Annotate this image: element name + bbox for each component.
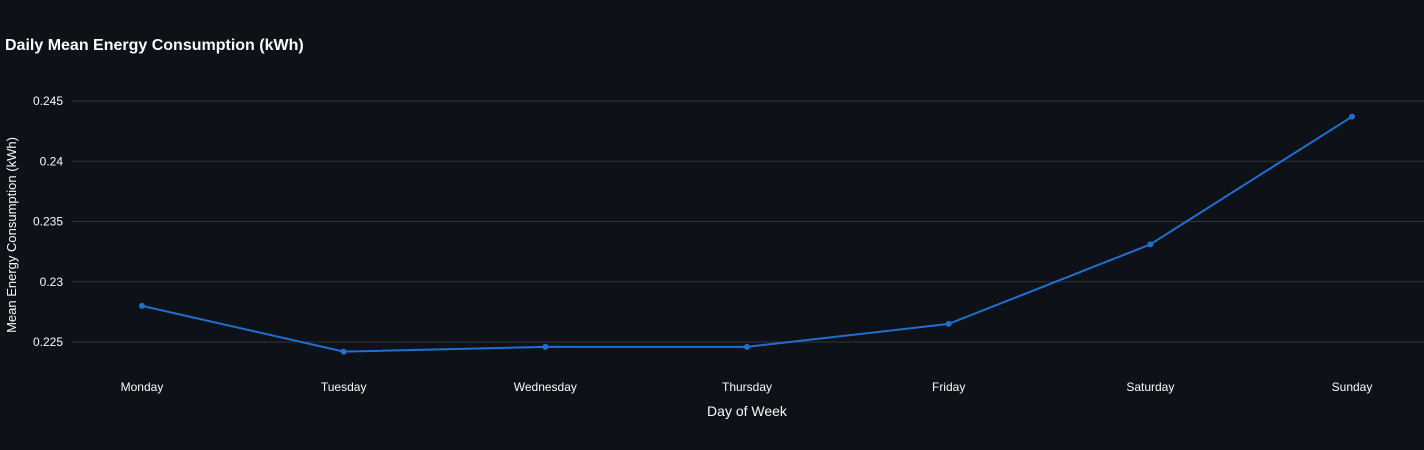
y-axis-title: Mean Energy Consumption (kWh) xyxy=(4,137,19,333)
data-point[interactable] xyxy=(744,343,750,350)
y-tick-label: 0.245 xyxy=(33,94,63,108)
data-point[interactable] xyxy=(340,348,347,355)
x-axis-ticks: Monday Tuesday Wednesday Thursday Friday Satu… xyxy=(121,380,1373,394)
y-tick-label: 0.225 xyxy=(33,335,63,349)
y-tick-label: 0.235 xyxy=(33,215,63,229)
data-point[interactable] xyxy=(1349,113,1355,120)
series-line xyxy=(141,115,1353,353)
data-point[interactable] xyxy=(139,302,145,309)
y-axis-ticks: 0.225 0.23 0.235 0.24 0.245 xyxy=(33,94,63,349)
x-axis-title: Day of Week xyxy=(707,403,788,419)
data-point[interactable] xyxy=(945,320,952,327)
x-tick-label: Saturday xyxy=(1126,380,1174,394)
x-tick-label: Monday xyxy=(121,380,164,394)
data-point[interactable] xyxy=(542,343,549,350)
y-tick-label: 0.23 xyxy=(40,275,64,289)
series xyxy=(139,113,1355,355)
y-tick-label: 0.24 xyxy=(40,154,64,168)
gridlines xyxy=(72,100,1424,343)
chart-title: Daily Mean Energy Consumption (kWh) xyxy=(5,37,304,54)
x-tick-label: Tuesday xyxy=(321,380,367,394)
x-tick-label: Thursday xyxy=(722,380,772,394)
data-point[interactable] xyxy=(1147,241,1154,248)
x-tick-label: Sunday xyxy=(1332,380,1373,394)
x-tick-label: Wednesday xyxy=(514,380,577,394)
x-tick-label: Friday xyxy=(932,380,965,394)
